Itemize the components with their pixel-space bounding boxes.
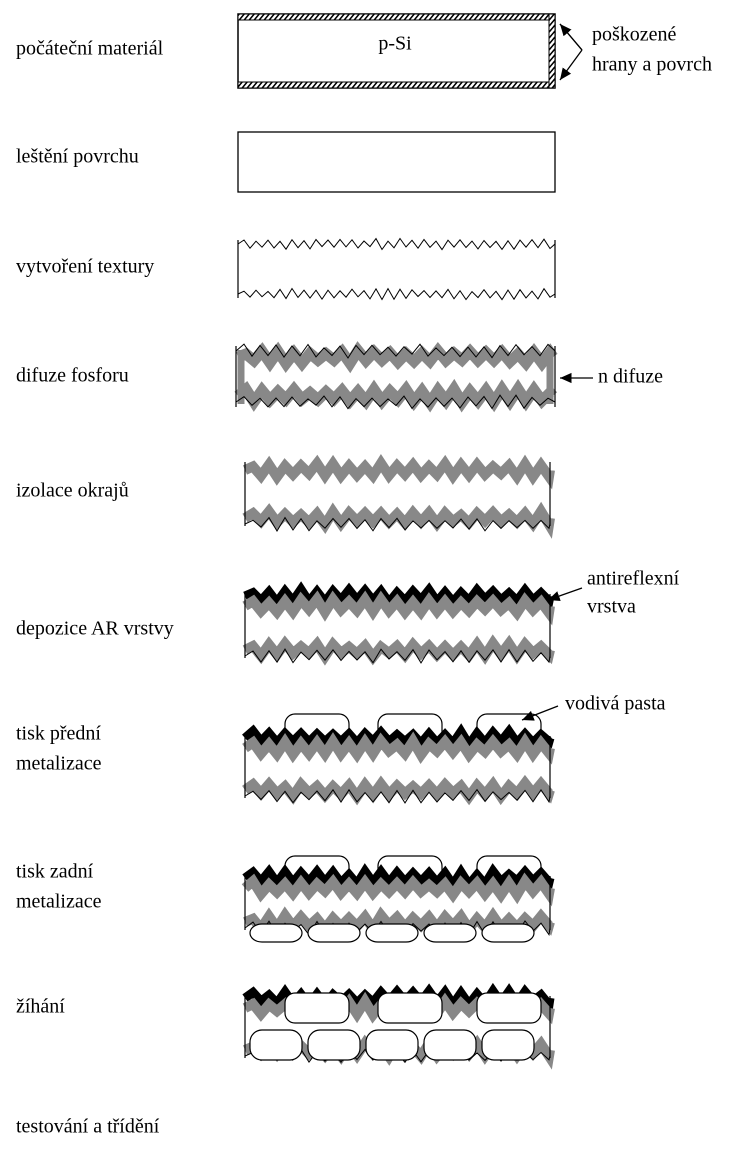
textured-surface: [244, 788, 551, 804]
textured-surface: [244, 516, 551, 532]
ar-layer: [242, 723, 555, 754]
back-contact: [481, 1029, 535, 1061]
n-layer: [241, 872, 555, 907]
n-layer: [242, 501, 555, 539]
n-layer: [242, 634, 555, 666]
annotation-arrow: [521, 705, 559, 721]
step-label: izolace okrajů: [16, 480, 129, 502]
front-contact: [377, 992, 443, 1024]
n-layer: [242, 453, 555, 490]
step-label: testování a třídění: [16, 1116, 160, 1138]
step-label: metalizace: [16, 891, 102, 913]
back-contact: [249, 1029, 303, 1061]
annotation: antireflexní: [587, 568, 680, 590]
back-contact: [423, 923, 477, 943]
back-contact: [249, 923, 303, 943]
damaged-surface: [237, 81, 556, 89]
step-label: žíhání: [16, 996, 65, 1018]
n-layer: [242, 590, 555, 626]
textured-surface: [235, 394, 556, 410]
annotation: vodivá pasta: [565, 693, 666, 715]
textured-surface: [244, 648, 551, 664]
n-layer: [236, 341, 558, 374]
back-contact: [307, 1029, 361, 1061]
step-label: metalizace: [16, 753, 102, 775]
front-contact: [476, 992, 542, 1024]
n-layer: [243, 906, 555, 938]
back-contact: [481, 923, 535, 943]
n-layer: [242, 774, 555, 806]
back-contact: [423, 1029, 477, 1061]
step-label: vytvoření textury: [16, 256, 154, 278]
step-label: počáteční materiál: [16, 38, 164, 60]
back-contact: [307, 923, 361, 943]
ar-layer: [242, 863, 555, 893]
annotation: n difuze: [598, 366, 663, 388]
textured-surface: [237, 237, 556, 251]
front-contact: [284, 992, 350, 1024]
wafer: [237, 131, 556, 193]
n-layer: [234, 378, 558, 413]
step-label: difuze fosforu: [16, 365, 129, 387]
wafer: [237, 13, 556, 89]
annotation-arrow: [560, 23, 583, 80]
textured-surface: [235, 343, 556, 359]
annotation-arrow: [559, 23, 583, 51]
step-label: tisk zadní: [16, 861, 94, 883]
back-contact: [365, 1029, 419, 1061]
textured-surface: [237, 287, 556, 301]
ar-layer: [243, 581, 555, 611]
step-label: leštění povrchu: [16, 146, 139, 168]
wafer-label: p-Si: [378, 33, 412, 55]
back-contact: [365, 923, 419, 943]
annotation: poškozené: [592, 24, 677, 46]
damaged-edge: [548, 13, 556, 89]
annotation: vrstva: [587, 596, 636, 618]
step-label: tisk přední: [16, 723, 101, 745]
annotation: hrany a povrch: [592, 54, 712, 76]
damaged-surface: [237, 13, 556, 21]
n-layer: [242, 731, 555, 765]
step-label: depozice AR vrstvy: [16, 618, 174, 640]
annotation-arrow: [547, 587, 583, 602]
